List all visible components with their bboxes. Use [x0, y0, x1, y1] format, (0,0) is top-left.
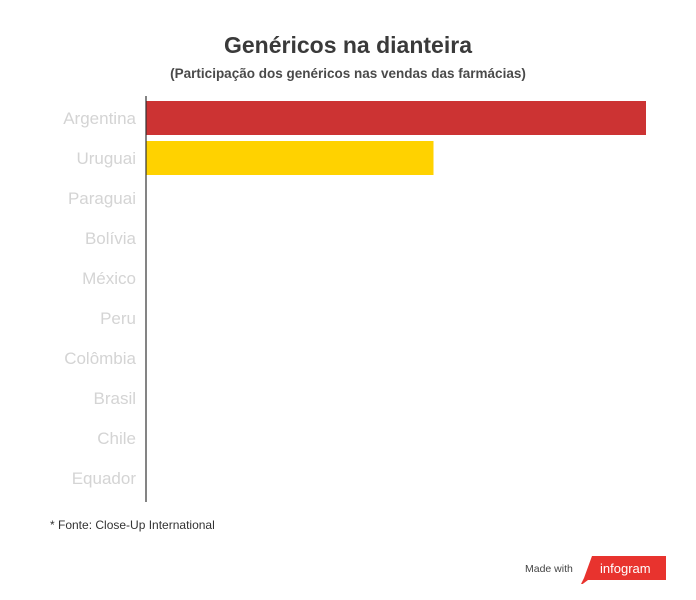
chart-subtitle: (Participação dos genéricos nas vendas d…: [170, 66, 526, 81]
category-label: Peru: [100, 309, 136, 328]
chart-title: Genéricos na dianteira: [224, 32, 472, 58]
category-label: Colômbia: [64, 349, 136, 368]
category-label: Brasil: [93, 389, 136, 408]
made-with-label: Made with: [525, 563, 573, 575]
bar[interactable]: [146, 101, 646, 135]
category-label: Bolívia: [85, 229, 137, 248]
category-label: Argentina: [63, 109, 136, 128]
bar[interactable]: [146, 141, 434, 175]
category-label: Uruguai: [76, 149, 136, 168]
category-label: Paraguai: [68, 189, 136, 208]
source-footnote: * Fonte: Close-Up International: [50, 518, 215, 532]
infogram-badge[interactable]: infogram: [580, 556, 666, 584]
category-label: Equador: [72, 469, 137, 488]
category-label: Chile: [97, 429, 136, 448]
infogram-label: infogram: [600, 561, 651, 576]
category-label: México: [82, 269, 136, 288]
infogram-logo-icon: [581, 556, 666, 584]
